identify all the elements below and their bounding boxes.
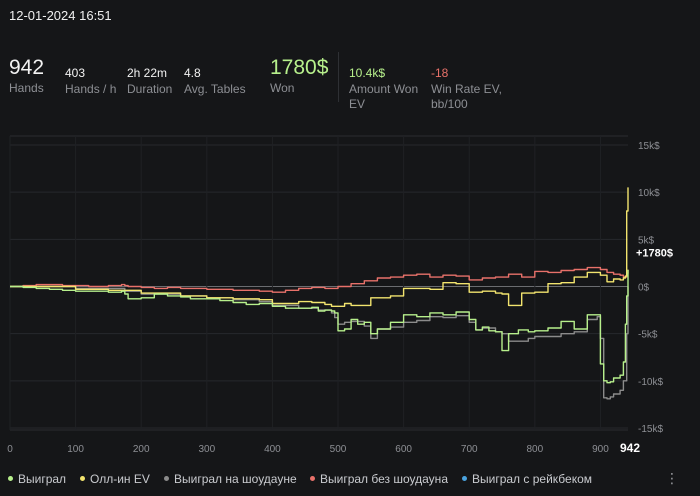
y-tick-label: -10k$ xyxy=(638,377,663,388)
stat-amount-won-ev: 10.4k$ Amount Won EV xyxy=(349,56,418,112)
stat-won-label: Won xyxy=(270,81,295,95)
x-tick-label: 400 xyxy=(264,444,281,455)
stat-hands-per-hour: 403 Hands / h xyxy=(65,56,116,97)
more-options-icon[interactable]: ⋮ xyxy=(665,470,679,486)
series-line-non-showdown xyxy=(10,266,629,293)
stat-win-rate-ev-label-line2: bb/100 xyxy=(431,97,468,111)
chart-legend: Выиграл Олл-ин EV Выиграл на шоудауне Выигр… xyxy=(0,470,700,490)
stat-duration: 2h 22m Duration xyxy=(127,56,172,97)
chart-grid xyxy=(9,135,628,431)
legend-label: Выиграл xyxy=(18,472,67,486)
stat-win-rate-ev: -18 Win Rate EV, bb/100 xyxy=(431,56,502,112)
x-tick-label: 100 xyxy=(67,444,84,455)
x-tick-label: 0 xyxy=(7,444,13,455)
stat-won-value: 1780$ xyxy=(270,56,329,79)
stat-avg-tables-label: Avg. Tables xyxy=(184,82,246,96)
legend-dot-won xyxy=(8,476,13,482)
legend-dot-rakeback xyxy=(462,476,467,482)
stat-win-rate-ev-value: -18 xyxy=(431,66,449,80)
legend-label: Выиграл без шоудауна xyxy=(320,472,448,486)
y-tick-label: 15k$ xyxy=(638,141,660,152)
series-line-showdown xyxy=(10,285,629,400)
chart-series xyxy=(10,187,629,400)
stat-win-rate-ev-label: Win Rate EV, bb/100 xyxy=(431,82,502,112)
stat-amount-won-ev-value: 10.4k$ xyxy=(349,66,386,80)
stat-duration-value: 2h 22m xyxy=(127,66,168,80)
y-tick-label: 5k$ xyxy=(638,235,655,246)
legend-item-rakeback[interactable]: Выиграл с рейкбеком xyxy=(462,472,592,486)
legend-item-allin-ev[interactable]: Олл-ин EV xyxy=(80,472,150,486)
x-tick-label: 300 xyxy=(198,444,215,455)
y-tick-label: 10k$ xyxy=(638,188,660,199)
stat-amount-won-ev-label-line1: Amount Won xyxy=(349,82,419,96)
legend-label: Олл-ин EV xyxy=(90,472,150,486)
end-value-annotation: +1780$ xyxy=(636,248,673,260)
stats-divider xyxy=(338,52,339,102)
legend-item-won[interactable]: Выиграл xyxy=(8,472,66,486)
stat-hands: 942 Hands xyxy=(9,56,44,96)
legend-label: Выиграл на шоудауне xyxy=(174,472,297,486)
legend-dot-non-showdown xyxy=(310,476,315,482)
legend-dot-allin-ev xyxy=(80,476,85,482)
session-date: 12-01-2024 16:51 xyxy=(9,8,112,23)
chart-axes: 15k$ 10k$ 5k$ 0$ -5k$ -10k$ -15k$ 0 100 200 300 400… xyxy=(7,141,673,455)
stat-won: 1780$ Won xyxy=(270,56,328,96)
x-tick-label: 800 xyxy=(526,444,543,455)
x-tick-label: 200 xyxy=(133,444,150,455)
series-line-won xyxy=(10,269,629,384)
legend-item-non-showdown[interactable]: Выиграл без шоудауна xyxy=(310,472,448,486)
stat-hands-per-hour-label: Hands / h xyxy=(65,82,117,96)
stat-hands-label: Hands xyxy=(9,81,44,95)
profit-chart: 15k$ 10k$ 5k$ 0$ -5k$ -10k$ -15k$ 0 100 200 300 400… xyxy=(7,135,673,455)
stat-hands-per-hour-value: 403 xyxy=(65,66,86,80)
stats-bar: 942 Hands 403 Hands / h 2h 22m Duration … xyxy=(0,56,700,116)
legend-label: Выиграл с рейкбеком xyxy=(472,472,593,486)
stat-duration-label: Duration xyxy=(127,82,173,96)
x-tick-label: 600 xyxy=(395,444,412,455)
x-tick-label: 500 xyxy=(330,444,347,455)
y-tick-label: -15k$ xyxy=(638,424,663,435)
x-end-label: 942 xyxy=(620,441,640,455)
series-line-allin-ev xyxy=(10,187,629,307)
y-tick-label: 0$ xyxy=(638,283,650,294)
x-tick-label: 700 xyxy=(461,444,478,455)
legend-item-showdown[interactable]: Выиграл на шоудауне xyxy=(164,472,297,486)
stat-win-rate-ev-label-line1: Win Rate EV, xyxy=(431,82,502,96)
legend-dot-showdown xyxy=(164,476,169,482)
stat-avg-tables-value: 4.8 xyxy=(184,66,201,80)
y-tick-label: -5k$ xyxy=(638,330,658,341)
stat-avg-tables: 4.8 Avg. Tables xyxy=(184,56,246,97)
stat-amount-won-ev-label: Amount Won EV xyxy=(349,82,418,112)
x-tick-label: 900 xyxy=(592,444,609,455)
stat-amount-won-ev-label-line2: EV xyxy=(349,97,366,111)
stat-hands-value: 942 xyxy=(9,56,45,79)
